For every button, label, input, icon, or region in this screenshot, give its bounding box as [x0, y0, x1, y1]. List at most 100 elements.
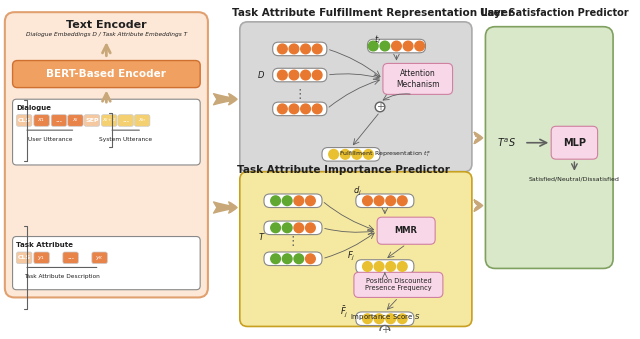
- Circle shape: [305, 254, 316, 264]
- Text: Text Encoder: Text Encoder: [66, 20, 147, 30]
- FancyBboxPatch shape: [264, 221, 322, 235]
- Text: Importance Score $S$: Importance Score $S$: [349, 312, 420, 322]
- Text: ...: ...: [56, 118, 63, 123]
- FancyBboxPatch shape: [551, 126, 598, 159]
- FancyBboxPatch shape: [377, 217, 435, 244]
- Text: Dialogue Embeddings D / Task Attribute Embeddings T: Dialogue Embeddings D / Task Attribute E…: [26, 32, 187, 37]
- FancyBboxPatch shape: [102, 115, 117, 126]
- Circle shape: [375, 102, 385, 112]
- Circle shape: [386, 196, 396, 205]
- Text: $t_l$: $t_l$: [374, 33, 381, 45]
- Circle shape: [397, 262, 407, 271]
- Circle shape: [305, 196, 316, 205]
- Text: $x_n$: $x_n$: [138, 117, 147, 124]
- Text: $x_1$: $x_1$: [38, 117, 45, 124]
- FancyBboxPatch shape: [367, 39, 426, 53]
- Circle shape: [282, 196, 292, 205]
- FancyBboxPatch shape: [356, 312, 414, 325]
- Text: $y_1$: $y_1$: [38, 254, 45, 262]
- Text: Task Attribute Description: Task Attribute Description: [24, 274, 100, 279]
- Text: Fulfillment Representation $t_i^a$: Fulfillment Representation $t_i^a$: [339, 149, 431, 159]
- Text: MMR: MMR: [395, 226, 418, 235]
- Circle shape: [271, 196, 280, 205]
- Text: $y_K$: $y_K$: [95, 254, 104, 262]
- FancyBboxPatch shape: [322, 147, 380, 161]
- Circle shape: [363, 196, 372, 205]
- Circle shape: [363, 262, 372, 271]
- FancyBboxPatch shape: [356, 194, 414, 207]
- Text: CLS: CLS: [18, 255, 31, 260]
- FancyBboxPatch shape: [68, 115, 83, 126]
- Circle shape: [294, 254, 303, 264]
- Circle shape: [278, 104, 287, 114]
- Circle shape: [363, 314, 372, 323]
- Text: Task Attribute Importance Predictor: Task Attribute Importance Predictor: [237, 165, 450, 175]
- Text: T: T: [259, 233, 264, 242]
- Circle shape: [340, 149, 350, 159]
- FancyBboxPatch shape: [264, 252, 322, 265]
- FancyBboxPatch shape: [354, 272, 443, 297]
- Circle shape: [374, 196, 384, 205]
- FancyBboxPatch shape: [273, 102, 327, 116]
- Circle shape: [278, 44, 287, 54]
- Circle shape: [312, 70, 322, 80]
- Circle shape: [369, 41, 378, 51]
- FancyBboxPatch shape: [134, 115, 150, 126]
- FancyBboxPatch shape: [84, 115, 100, 126]
- Text: $T^aS$: $T^aS$: [497, 137, 516, 149]
- FancyBboxPatch shape: [240, 22, 472, 172]
- Text: User Satisfaction Predictor: User Satisfaction Predictor: [480, 8, 628, 18]
- Circle shape: [415, 41, 424, 51]
- Circle shape: [397, 196, 407, 205]
- FancyBboxPatch shape: [383, 63, 452, 94]
- Circle shape: [282, 254, 292, 264]
- Text: +: +: [381, 325, 389, 335]
- Text: $x_{l+2}$: $x_{l+2}$: [102, 117, 116, 124]
- Circle shape: [386, 262, 396, 271]
- Circle shape: [364, 149, 373, 159]
- FancyBboxPatch shape: [264, 194, 322, 207]
- Text: ...: ...: [122, 118, 129, 123]
- Circle shape: [352, 149, 362, 159]
- Circle shape: [397, 314, 407, 323]
- Text: BERT-Based Encoder: BERT-Based Encoder: [47, 69, 166, 79]
- Circle shape: [282, 223, 292, 233]
- Circle shape: [392, 41, 401, 51]
- Text: Satisfied/Neutral/Dissatisfied: Satisfied/Neutral/Dissatisfied: [529, 177, 620, 182]
- Circle shape: [301, 104, 310, 114]
- Text: MLP: MLP: [563, 138, 586, 148]
- Circle shape: [380, 325, 390, 335]
- FancyBboxPatch shape: [34, 115, 49, 126]
- Circle shape: [271, 254, 280, 264]
- Text: +: +: [376, 102, 384, 112]
- Circle shape: [312, 44, 322, 54]
- Circle shape: [271, 223, 280, 233]
- Circle shape: [289, 44, 299, 54]
- Text: $F_j$: $F_j$: [347, 250, 355, 263]
- Text: CLS: CLS: [18, 118, 31, 123]
- Text: ⋮: ⋮: [294, 88, 306, 101]
- Text: $x_l$: $x_l$: [72, 117, 79, 124]
- FancyBboxPatch shape: [273, 68, 327, 82]
- Circle shape: [289, 104, 299, 114]
- Circle shape: [301, 70, 310, 80]
- Text: $d_j$: $d_j$: [353, 184, 362, 198]
- FancyBboxPatch shape: [485, 27, 613, 268]
- Text: Position Discounted
Presence Frequency: Position Discounted Presence Frequency: [365, 278, 432, 292]
- FancyBboxPatch shape: [34, 252, 49, 264]
- Text: System Utterance: System Utterance: [99, 137, 152, 142]
- FancyBboxPatch shape: [356, 260, 414, 273]
- Circle shape: [294, 196, 303, 205]
- Circle shape: [312, 104, 322, 114]
- Circle shape: [301, 44, 310, 54]
- Text: Dialogue: Dialogue: [17, 105, 51, 111]
- Text: SEP: SEP: [85, 118, 99, 123]
- Text: Task Attribute: Task Attribute: [17, 242, 74, 248]
- FancyBboxPatch shape: [13, 61, 200, 87]
- FancyBboxPatch shape: [13, 237, 200, 290]
- FancyBboxPatch shape: [13, 99, 200, 165]
- FancyBboxPatch shape: [17, 115, 32, 126]
- Circle shape: [294, 223, 303, 233]
- Circle shape: [374, 262, 384, 271]
- FancyBboxPatch shape: [63, 252, 78, 264]
